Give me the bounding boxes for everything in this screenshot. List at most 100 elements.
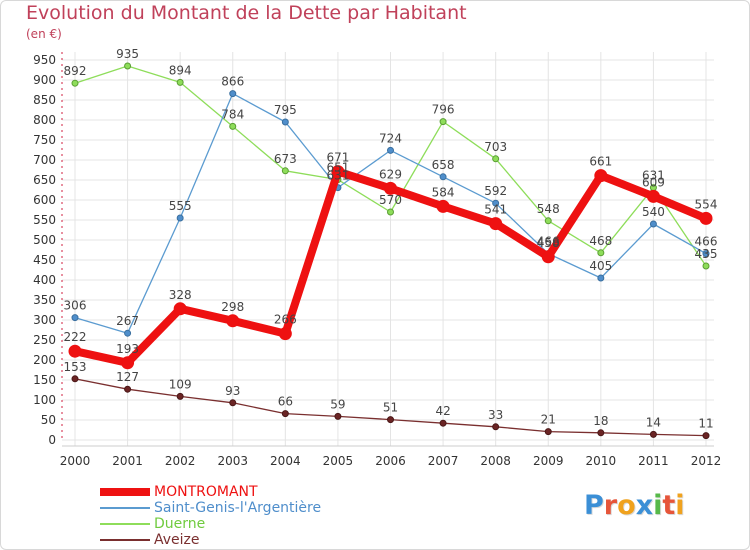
data-label: 629 xyxy=(379,167,402,181)
data-label: 267 xyxy=(116,314,139,328)
data-point xyxy=(541,250,555,264)
data-label: 328 xyxy=(169,288,192,302)
series-layer xyxy=(68,62,713,440)
logo-letter: i xyxy=(675,490,685,521)
data-point xyxy=(71,79,79,87)
data-point xyxy=(278,327,292,341)
chart-subtitle: (en €) xyxy=(26,27,62,41)
y-tick-label: 800 xyxy=(33,113,56,127)
data-point xyxy=(71,375,79,383)
x-tick-label: 2010 xyxy=(586,454,617,468)
data-point xyxy=(334,412,342,420)
data-point xyxy=(439,173,447,181)
data-label: 11 xyxy=(698,417,713,431)
data-point xyxy=(597,429,605,437)
data-label: 570 xyxy=(379,193,402,207)
y-tick-label: 0 xyxy=(48,433,56,447)
data-point xyxy=(384,181,397,195)
data-point xyxy=(649,220,657,228)
y-tick-label: 700 xyxy=(33,153,56,167)
data-label: 554 xyxy=(695,197,718,211)
grid xyxy=(62,52,714,446)
legend-label: Aveize xyxy=(154,532,200,548)
data-point xyxy=(176,392,184,400)
chart-title: Evolution du Montant de la Dette par Hab… xyxy=(26,2,467,24)
data-label: 935 xyxy=(116,47,139,61)
data-label: 18 xyxy=(593,414,608,428)
data-label: 435 xyxy=(695,247,718,261)
data-label: 548 xyxy=(537,202,560,216)
data-point xyxy=(439,118,447,126)
data-label: 266 xyxy=(274,313,297,327)
data-label: 673 xyxy=(274,152,297,166)
data-point xyxy=(492,423,500,431)
data-point xyxy=(597,249,605,257)
legend-swatch xyxy=(100,488,150,496)
data-labels: 153 127 109 93 66 59 51 42 33 21 18 14 11 892 935 894 78… xyxy=(64,47,718,431)
legend-swatch xyxy=(100,523,150,525)
data-point xyxy=(436,199,450,213)
data-label: 796 xyxy=(432,103,455,117)
legend-label: Duerne xyxy=(154,516,206,532)
data-label: 306 xyxy=(64,299,87,313)
y-tick-label: 350 xyxy=(33,293,56,307)
data-label: 703 xyxy=(484,140,507,154)
data-point xyxy=(387,416,394,424)
x-tick-label: 2011 xyxy=(638,454,669,468)
data-label: 592 xyxy=(484,184,507,198)
data-point xyxy=(124,385,132,393)
data-point xyxy=(492,199,500,207)
data-point xyxy=(226,314,240,328)
data-label: 405 xyxy=(589,259,612,273)
data-label: 609 xyxy=(642,175,665,189)
data-label: 33 xyxy=(488,408,503,422)
data-point xyxy=(68,344,82,358)
data-label: 866 xyxy=(221,75,244,89)
data-label: 14 xyxy=(646,415,661,429)
data-label: 93 xyxy=(225,384,240,398)
y-tick-label: 900 xyxy=(33,73,56,87)
data-label: 193 xyxy=(116,342,139,356)
data-point xyxy=(646,189,660,203)
y-tick-label: 600 xyxy=(33,193,56,207)
data-label: 466 xyxy=(695,235,718,249)
data-point xyxy=(124,62,132,70)
data-point xyxy=(331,165,345,179)
data-point xyxy=(387,208,394,216)
data-point xyxy=(281,118,289,126)
legend-label: Saint-Genis-l'Argentière xyxy=(154,500,322,516)
data-point xyxy=(121,356,135,370)
data-label: 298 xyxy=(221,300,244,314)
data-label: 724 xyxy=(379,131,402,145)
data-label: 555 xyxy=(169,199,192,213)
y-tick-label: 500 xyxy=(33,233,56,247)
data-label: 658 xyxy=(432,158,455,172)
proxiti-logo: Proxiti xyxy=(584,490,685,521)
data-label: 59 xyxy=(330,397,345,411)
data-label: 541 xyxy=(484,203,507,217)
data-point xyxy=(594,169,608,183)
data-label: 109 xyxy=(169,377,192,391)
data-label: 458 xyxy=(537,236,560,250)
data-label: 651 xyxy=(326,161,349,175)
logo-letter: i xyxy=(653,490,663,521)
y-tick-label: 550 xyxy=(33,213,56,227)
x-tick-label: 2012 xyxy=(691,454,722,468)
logo-letter: x xyxy=(635,490,654,521)
y-tick-label: 850 xyxy=(33,93,56,107)
logo-letter: P xyxy=(584,490,604,521)
data-point xyxy=(176,78,184,86)
x-tick-label: 2000 xyxy=(60,454,91,468)
legend-item: MONTROMANT xyxy=(100,484,321,500)
data-label: 21 xyxy=(541,413,556,427)
y-tick-label: 450 xyxy=(33,253,56,267)
data-label: 892 xyxy=(64,64,87,78)
data-label: 631 xyxy=(642,169,665,183)
data-point xyxy=(124,329,132,337)
data-label: 51 xyxy=(383,401,398,415)
data-label: 584 xyxy=(432,185,455,199)
data-label: 631 xyxy=(326,169,349,183)
data-point xyxy=(229,399,237,407)
data-point xyxy=(489,217,503,231)
